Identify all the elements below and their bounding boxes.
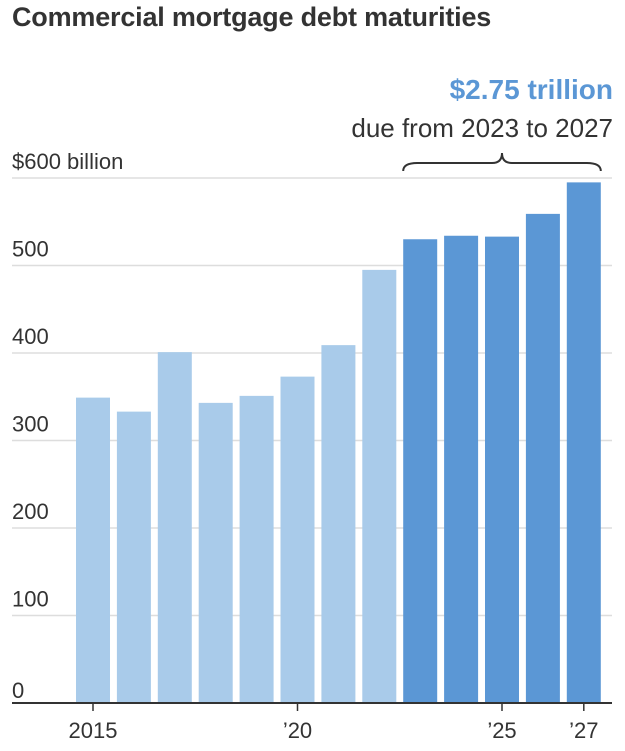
x-tick-label: ’25 — [487, 718, 516, 743]
bar — [566, 182, 601, 703]
y-tick-label: 100 — [12, 587, 49, 612]
bar — [403, 239, 438, 703]
chart-title: Commercial mortgage debt maturities — [12, 2, 492, 32]
bar — [76, 397, 110, 703]
bar — [321, 345, 356, 703]
x-tick-label: ’27 — [569, 718, 598, 743]
annotation-text: due from 2023 to 2027 — [351, 113, 613, 143]
bar — [485, 236, 519, 703]
y-tick-label: 300 — [12, 412, 49, 437]
bar — [239, 395, 274, 703]
bar — [444, 235, 479, 703]
bar — [198, 402, 233, 703]
y-tick-label: 200 — [12, 499, 49, 524]
bar — [116, 411, 151, 703]
annotation-value: $2.75 trillion — [449, 74, 613, 105]
annotation-brace — [402, 152, 602, 172]
y-tick-label: $600 billion — [12, 149, 123, 174]
bar — [525, 213, 560, 703]
x-tick-label: ’20 — [283, 718, 312, 743]
bar — [280, 376, 315, 703]
y-tick-label: 500 — [12, 237, 49, 262]
bar — [362, 269, 397, 703]
y-tick-label: 0 — [12, 678, 24, 703]
y-tick-label: 400 — [12, 324, 49, 349]
x-tick-label: 2015 — [69, 718, 118, 743]
bar — [157, 352, 192, 703]
